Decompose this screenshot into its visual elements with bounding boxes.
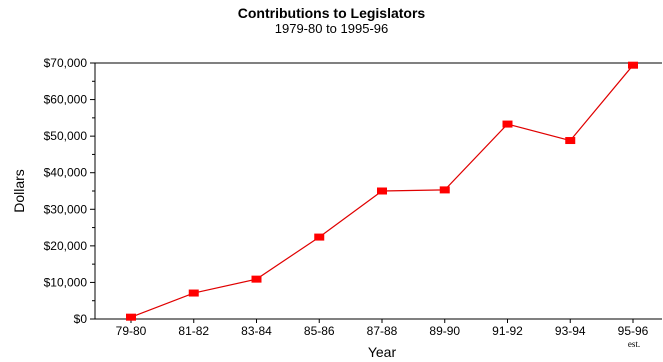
x-tick-label: 83-84: [241, 324, 272, 338]
x-tick-label: 91-92: [492, 324, 523, 338]
y-axis-title: Dollars: [11, 169, 27, 213]
y-tick-label: $70,000: [44, 56, 88, 70]
y-tick-label: $30,000: [44, 202, 88, 216]
data-point: [565, 137, 576, 145]
x-tick-label: 81-82: [178, 324, 209, 338]
chart-subtitle: 1979-80 to 1995-96: [274, 21, 389, 36]
data-point: [628, 61, 638, 69]
x-tick-label: 89-90: [429, 324, 460, 338]
x-tick-label: 85-86: [304, 324, 335, 338]
y-tick-label: $50,000: [44, 129, 88, 143]
x-axis-title: Year: [368, 344, 397, 360]
y-tick-label: $0: [74, 312, 88, 326]
x-tick-label: 93-94: [555, 324, 586, 338]
data-point: [502, 120, 513, 128]
x-tick-note: est.: [628, 339, 640, 349]
data-point: [126, 313, 136, 321]
x-tick-label: 87-88: [367, 324, 398, 338]
data-point: [439, 186, 450, 194]
chart-title: Contributions to Legislators: [237, 5, 426, 21]
y-tick-label: $20,000: [44, 239, 88, 253]
y-tick-label: $10,000: [44, 275, 88, 289]
y-tick-label: $40,000: [44, 166, 88, 180]
x-tick-label: 79-80: [116, 324, 147, 338]
data-point: [314, 233, 325, 241]
y-tick-label: $60,000: [44, 93, 88, 107]
x-tick-label: 95-96: [618, 324, 649, 338]
data-point: [377, 187, 387, 195]
data-point: [188, 289, 199, 297]
data-point: [251, 275, 262, 283]
